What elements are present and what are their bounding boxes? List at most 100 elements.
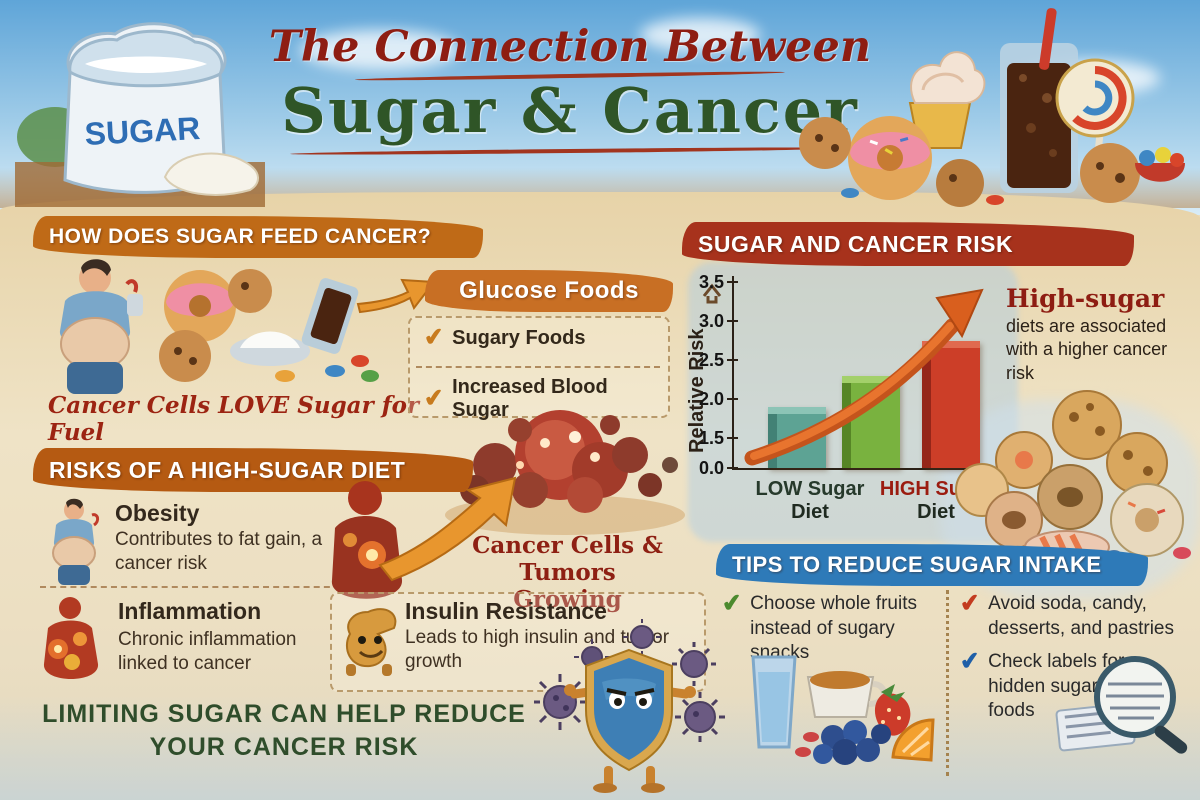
- inflammation-icon: [43, 597, 99, 679]
- axis-glyph-icon: [702, 283, 722, 304]
- y-tick-label: 2.5: [698, 350, 724, 370]
- section-header-how-sugar-feeds: HOW DOES SUGAR FEED CANCER?: [33, 216, 483, 258]
- label-check-illustration: [1055, 656, 1188, 754]
- risk-desc-inflammation: Chronic inflammation linked to cancer: [118, 629, 297, 674]
- page-title: The Connection Between Sugar & Cancer: [240, 22, 900, 157]
- virus-icon: [534, 674, 587, 730]
- candy-bowl-icon: [1135, 147, 1185, 182]
- shield-character-illustration: [534, 619, 725, 793]
- risk-title-insulin: Insulin Resistance: [405, 598, 607, 624]
- glucose-item-label: Sugary Foods: [452, 326, 586, 349]
- tumor-caption: Cancer Cells & Tumors Growing: [425, 532, 710, 613]
- risk-note: High-sugar diets are associated with a h…: [1006, 284, 1194, 385]
- candy: [1173, 547, 1191, 559]
- glucose-item-1: ✔ Sugary Foods: [422, 323, 586, 352]
- tea-cup-icon: [806, 671, 887, 718]
- obesity-icon: [52, 498, 100, 585]
- candy: [841, 188, 859, 198]
- junkfood-pile-icon: [159, 269, 379, 382]
- y-tick-mark: [727, 320, 738, 322]
- bar-shade: [842, 375, 851, 468]
- y-tick-mark: [727, 281, 738, 283]
- pastries-illustration: [955, 390, 1191, 564]
- y-tick-mark: [727, 437, 738, 439]
- tumor-cells-icon: [460, 410, 678, 513]
- tip-3-text: Check labels for hidden sugars in foods: [988, 651, 1128, 722]
- tip-2-text: Avoid soda, candy, desserts, and pastrie…: [988, 593, 1174, 639]
- tips-divider: [946, 590, 949, 776]
- inflamed-man-icon: [331, 481, 403, 599]
- sweets-illustration: [799, 8, 1185, 207]
- cola-glass-icon: [1000, 8, 1078, 193]
- glucose-foods-box: ✔ Sugary Foods ✔ Increased Blood Sugar: [408, 316, 670, 421]
- magnifier-icon: [1094, 656, 1188, 754]
- virus-icon: [672, 642, 716, 686]
- check-icon: ✔: [958, 589, 982, 618]
- y-axis-line: [732, 276, 734, 470]
- y-tick-label: 1.5: [698, 428, 724, 448]
- tip-3: ✔ Check labels for hidden sugars in food…: [958, 647, 1150, 724]
- risk-desc-insulin: Leads to high insulin and tumor growth: [405, 627, 670, 672]
- x-axis-line: [732, 468, 1004, 470]
- risks-header-text: RISKS OF A HIGH-SUGAR DIET: [49, 456, 406, 483]
- section-header-cancer-risk: SUGAR AND CANCER RISK: [682, 222, 1134, 266]
- bottom-headline-line1: LIMITING SUGAR CAN HELP REDUCE: [42, 700, 526, 728]
- water-glass-icon: [751, 655, 797, 749]
- candy: [986, 195, 1004, 205]
- divider: [40, 586, 340, 588]
- risk-desc-obesity: Contributes to fat gain, a cancer risk: [115, 529, 323, 574]
- tip-2: ✔ Avoid soda, candy, desserts, and pastr…: [958, 589, 1178, 641]
- orange-slice-icon: [891, 718, 935, 762]
- check-icon: ✔: [422, 323, 446, 352]
- sugar-pile-icon: [163, 152, 259, 196]
- cookies-icon: [799, 117, 1140, 207]
- arrow-to-glucose-icon: [356, 278, 436, 314]
- bar-top: [842, 375, 900, 383]
- glucose-item-2: ✔ Increased Blood Sugar: [423, 376, 668, 422]
- cloud: [640, 18, 760, 52]
- section-header-risks: RISKS OF A HIGH-SUGAR DIET: [33, 448, 473, 492]
- bar-top: [768, 406, 826, 414]
- bottom-headline-line2: YOUR CANCER RISK: [149, 732, 419, 761]
- virus-icon: [675, 692, 725, 742]
- y-tick-label: 0.0: [698, 458, 724, 478]
- virus-icon: [623, 619, 661, 656]
- bottom-headline: LIMITING SUGAR CAN HELP REDUCE YOUR CANC…: [24, 698, 544, 763]
- glucose-foods-header: Glucose Foods: [425, 270, 673, 312]
- shield-hero-icon: [564, 648, 696, 793]
- check-icon: ✔: [958, 647, 982, 676]
- arrow-to-tumor-icon: [378, 476, 517, 582]
- candy: [803, 732, 819, 742]
- sugar-bag-illustration: SUGAR: [15, 22, 265, 207]
- risk-title-inflammation: Inflammation: [118, 598, 262, 624]
- sugar-in-bag: [85, 56, 207, 73]
- cancer-risk-header-text: SUGAR AND CANCER RISK: [698, 230, 1014, 257]
- title-line-1: The Connection Between: [268, 22, 872, 72]
- y-tick-label: 3.0: [698, 311, 724, 331]
- divider: [416, 366, 660, 368]
- bar-shade: [922, 340, 931, 468]
- y-tick-mark: [727, 359, 738, 361]
- y-tick-label: 3.5: [698, 272, 724, 292]
- bar-top: [922, 340, 980, 348]
- x-category-label: LOW Sugar Diet: [755, 478, 865, 523]
- inflamed-figure-illustration: [331, 476, 517, 599]
- man-junkfood-illustration: [59, 259, 379, 394]
- glucose-foods-header-text: Glucose Foods: [459, 277, 639, 304]
- y-tick-mark: [727, 467, 738, 469]
- section-header-text: HOW DOES SUGAR FEED CANCER?: [49, 225, 432, 248]
- pancreas-character-icon: [345, 608, 397, 676]
- tips-header-text: TIPS TO REDUCE SUGAR INTAKE: [732, 552, 1102, 577]
- glucose-item-label: Increased Blood Sugar: [452, 376, 608, 421]
- chart-bar: [842, 375, 900, 468]
- risk-note-title: High-sugar: [1006, 284, 1165, 313]
- overweight-man-icon: [59, 259, 143, 394]
- y-tick-label: 2.0: [698, 389, 724, 409]
- section-header-tips: TIPS TO REDUCE SUGAR INTAKE: [716, 544, 1148, 586]
- candy: [795, 747, 811, 757]
- y-tick-mark: [727, 398, 738, 400]
- healthy-foods-illustration: [751, 655, 935, 765]
- title-line-2: Sugar & Cancer: [281, 74, 859, 147]
- chart-bar: [768, 406, 826, 468]
- blueberries-icon: [813, 720, 891, 765]
